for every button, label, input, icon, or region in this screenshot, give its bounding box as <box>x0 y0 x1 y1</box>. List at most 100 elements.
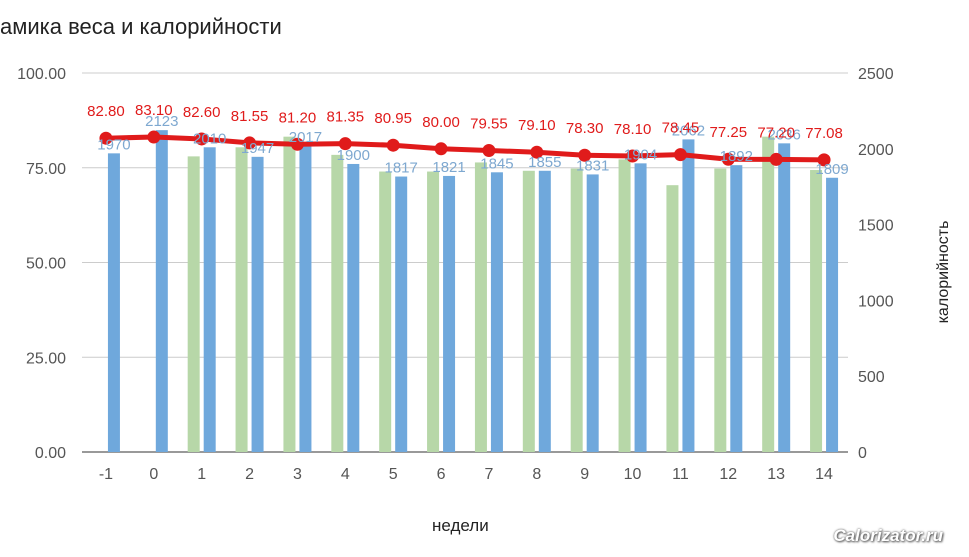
x-tick-label: 9 <box>580 466 589 483</box>
weight-point <box>386 138 400 152</box>
weight-point <box>147 130 161 144</box>
calorie-data-label: 1904 <box>624 146 657 163</box>
y-right-tick-label: 500 <box>858 369 885 386</box>
bar <box>203 147 216 452</box>
x-tick-label: 6 <box>437 466 446 483</box>
weight-data-label: 80.00 <box>422 114 460 131</box>
bar <box>634 163 647 452</box>
x-tick-label: 0 <box>149 466 158 483</box>
x-tick-label: 4 <box>341 466 350 483</box>
weight-data-label: 82.60 <box>183 104 221 121</box>
weight-point <box>99 131 113 145</box>
bar <box>187 156 200 452</box>
calorie-data-label: 1892 <box>720 148 753 165</box>
weight-data-label: 82.80 <box>87 103 125 120</box>
y-right-tick-label: 2500 <box>858 66 894 83</box>
x-tick-label: 13 <box>767 466 785 483</box>
weight-point <box>243 136 257 150</box>
bar <box>347 163 360 452</box>
weight-point <box>195 132 209 146</box>
weight-point <box>721 152 735 166</box>
x-tick-label: 11 <box>672 466 689 483</box>
weight-point <box>673 148 687 162</box>
bar <box>474 162 487 452</box>
bar <box>283 136 296 452</box>
weight-data-label: 81.55 <box>231 108 269 125</box>
bar <box>155 130 168 452</box>
calorie-data-label: 1821 <box>432 159 465 176</box>
bar <box>538 170 551 453</box>
weight-data-label: 77.20 <box>757 124 795 141</box>
bar <box>666 185 679 452</box>
x-tick-label: 2 <box>245 466 254 483</box>
bar <box>522 170 535 453</box>
watermark: Calorizator.ru <box>833 526 943 545</box>
weight-point <box>482 144 496 158</box>
bar <box>395 176 408 453</box>
weight-data-label: 79.55 <box>470 116 508 133</box>
bar <box>331 154 344 452</box>
calorie-data-label: 2123 <box>145 113 178 130</box>
bar <box>762 136 775 452</box>
calorie-data-label: 2017 <box>289 129 322 146</box>
x-tick-label: 12 <box>719 466 737 483</box>
chart-title: амика веса и калорийности <box>0 14 282 39</box>
x-tick-label: 3 <box>293 466 302 483</box>
x-tick-label: 10 <box>624 466 642 483</box>
y-left-tick-label: 100.00 <box>17 66 66 83</box>
bar <box>826 177 839 452</box>
x-tick-label: 14 <box>815 466 833 483</box>
weight-data-label: 78.30 <box>566 120 604 137</box>
x-tick-label: 1 <box>197 466 206 483</box>
bar <box>235 147 248 452</box>
bar <box>251 156 264 453</box>
bar <box>443 175 456 452</box>
weight-data-label: 83.10 <box>135 102 173 119</box>
y-right-tick-label: 0 <box>858 445 867 462</box>
weight-data-label: 77.25 <box>710 124 748 141</box>
weight-point <box>769 152 783 166</box>
bar <box>427 171 440 453</box>
calorie-data-label: 1845 <box>480 155 513 172</box>
y-left-tick-label: 25.00 <box>26 350 66 367</box>
calorie-data-label: 2062 <box>672 122 705 139</box>
weight-data-label: 80.95 <box>374 110 412 127</box>
x-axis-label: недели <box>432 516 489 535</box>
weight-data-label: 81.35 <box>327 109 365 126</box>
y-left-tick-label: 50.00 <box>26 256 66 273</box>
calorie-data-label: 1900 <box>337 147 370 164</box>
bar <box>299 146 312 453</box>
weight-point <box>578 148 592 162</box>
bar <box>586 174 599 452</box>
bar <box>379 171 392 453</box>
weight-point <box>434 142 448 156</box>
weight-point <box>290 137 304 151</box>
bar <box>730 165 743 453</box>
weight-data-label: 81.20 <box>279 109 317 126</box>
weight-point <box>626 149 640 163</box>
x-tick-label: -1 <box>99 466 113 483</box>
weight-point <box>530 145 544 159</box>
bar <box>490 172 503 452</box>
calorie-data-label: 1855 <box>528 154 561 171</box>
weight-data-label: 77.08 <box>805 125 843 142</box>
weight-data-label: 78.45 <box>662 120 700 137</box>
x-tick-label: 5 <box>389 466 398 483</box>
y-axis-right-label: калорийность <box>935 220 952 324</box>
calorie-data-label: 1817 <box>385 160 418 177</box>
bar <box>570 168 583 452</box>
bar <box>778 143 791 452</box>
calorie-data-label: 1831 <box>576 157 609 174</box>
calorie-data-label: 1947 <box>241 140 274 157</box>
weight-point <box>338 137 352 151</box>
y-left-tick-label: 75.00 <box>26 161 66 178</box>
weight-point <box>817 153 831 167</box>
weight-line <box>103 134 827 163</box>
bar <box>682 139 695 452</box>
calorie-data-label: 1809 <box>815 161 848 178</box>
calorie-data-label: 2010 <box>193 130 226 147</box>
y-right-tick-label: 1000 <box>858 293 894 310</box>
weight-data-label: 78.10 <box>614 121 652 138</box>
calorie-data-label: 1970 <box>97 136 130 153</box>
